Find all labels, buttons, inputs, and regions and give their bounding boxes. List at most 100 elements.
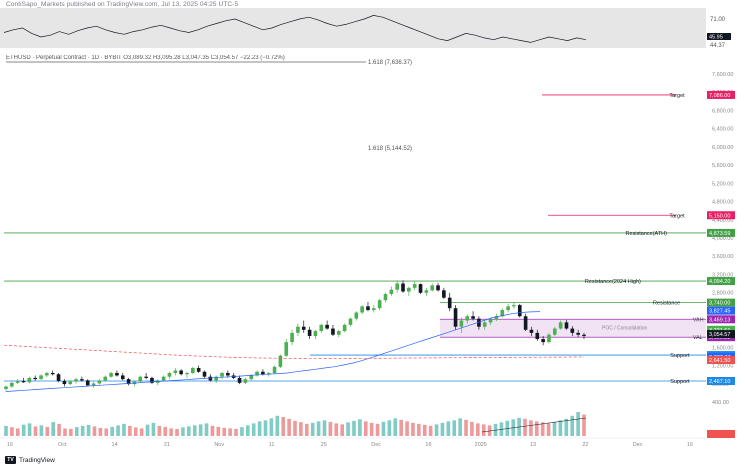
tradingview-logo-icon: TV (5, 456, 16, 464)
volume-bar (139, 428, 144, 436)
volume-bar (33, 426, 38, 436)
candle-body (237, 377, 242, 383)
volume-bar (133, 427, 138, 436)
candle-body (342, 324, 347, 332)
volume-bar (440, 422, 445, 436)
candle-body (278, 355, 283, 367)
volume-bar (358, 419, 362, 436)
level-price-label: 3,180.22 (709, 335, 730, 341)
candle-body (167, 372, 172, 377)
volume-bar (21, 424, 26, 436)
tradingview-logo: TV TradingView (5, 456, 55, 464)
price-tag (707, 356, 735, 365)
volume-bar (246, 425, 250, 436)
candle-body (138, 376, 143, 382)
y-tick-label: 6,400.00 (712, 127, 733, 133)
y-tick-label: 4,400.00 (712, 218, 733, 224)
candle-body (120, 375, 125, 380)
candle-body (214, 376, 218, 381)
candle-body (453, 308, 458, 327)
volume-bar (104, 428, 109, 436)
moving-average-red (3, 344, 585, 359)
volume-bar (192, 425, 197, 436)
volume-bar (346, 422, 350, 436)
volume-bar (540, 422, 545, 436)
candle-body (506, 306, 510, 311)
candle-body (33, 377, 38, 380)
level-label: Resistance(2024 High) (585, 279, 641, 285)
level-label: VAH (693, 317, 704, 323)
volume-bar (181, 427, 185, 436)
candle-body (179, 370, 183, 375)
level-price-tag (707, 377, 735, 385)
candle-body (220, 372, 224, 377)
level-price-label: 5,150.00 (709, 213, 730, 219)
candle-body (21, 381, 26, 383)
candle-body (354, 312, 359, 319)
candle-body (529, 329, 534, 333)
candle-body (500, 310, 505, 317)
volume-bar (452, 420, 457, 436)
oscillator-line (3, 15, 587, 43)
fib-label: 1.618 (5,144.52) (368, 146, 412, 152)
candle-body (109, 372, 113, 377)
candle-body (74, 379, 78, 382)
level-label: Resistance (653, 301, 680, 307)
candle-body (424, 290, 429, 293)
candle-body (517, 305, 522, 317)
candle-body (564, 322, 569, 329)
y-tick-label: 5,200.00 (712, 181, 733, 187)
candle-body (372, 308, 376, 311)
tradingview-wordmark: TradingView (19, 456, 55, 464)
volume-bar (304, 423, 309, 436)
price-tag-label: 3,827.45 (709, 309, 730, 315)
oscillator-pane (0, 8, 706, 48)
volume-bar (39, 425, 44, 436)
candle-body (389, 289, 394, 294)
volume-bar (434, 424, 439, 436)
y-tick-label: 5,600.00 (712, 163, 733, 169)
x-tick-label: Dec (633, 442, 643, 448)
candle-body (150, 377, 154, 383)
volume-bar (570, 415, 575, 436)
candle-body (226, 372, 230, 376)
candle-body (319, 324, 324, 332)
volume-bar (69, 428, 73, 436)
candle-body (208, 376, 213, 381)
candle-body (482, 322, 487, 327)
oscillator-lower-label: 44.37 (710, 43, 726, 49)
candle-body (261, 371, 265, 375)
x-tick-label: 16 (425, 442, 431, 448)
candle-body (202, 371, 207, 377)
volume-bar (387, 420, 392, 436)
candle-body (366, 306, 370, 311)
y-tick-label: 1,200.00 (712, 364, 733, 370)
candle-body (68, 381, 73, 385)
volume-bar (322, 420, 327, 436)
x-tick-label: Oct (58, 442, 67, 448)
volume-bar (98, 427, 103, 436)
volume-bar (411, 422, 415, 436)
volume-bar (10, 427, 14, 436)
x-tick-label: 2025 (475, 442, 487, 448)
candle-body (255, 371, 259, 376)
candle-body (56, 374, 61, 381)
volume-bar (422, 424, 427, 436)
y-tick-label: 3,200.00 (712, 272, 733, 278)
candle-body (360, 306, 364, 313)
x-tick-label: 22 (582, 442, 588, 448)
level-label: Target (669, 213, 685, 219)
candle-body (395, 283, 399, 290)
volume-bar (228, 428, 232, 436)
candle-body (115, 372, 119, 376)
volume-bar (216, 426, 221, 436)
candle-body (494, 316, 499, 320)
volume-bar (204, 423, 209, 436)
x-tick-label: 13 (530, 442, 536, 448)
value-area-zone (440, 319, 706, 338)
x-tick-label: 14 (112, 442, 118, 448)
candle-body (459, 320, 464, 327)
volume-bar (210, 425, 215, 436)
candle-body (418, 284, 423, 293)
